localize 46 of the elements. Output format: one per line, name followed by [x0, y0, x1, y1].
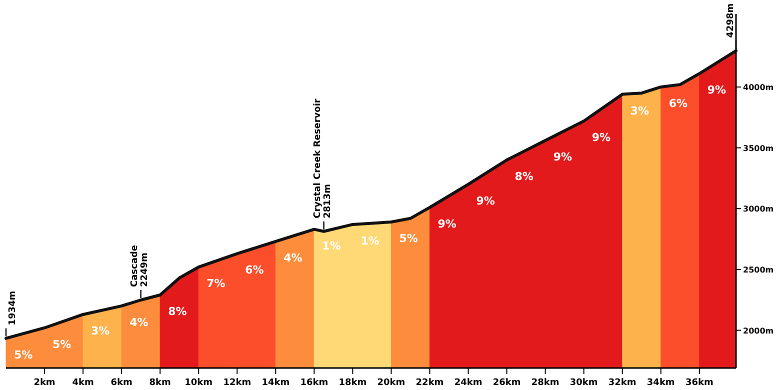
series-label: 4% [284, 251, 302, 264]
series-label: 9% [707, 84, 726, 97]
annotation: 1934m [8, 290, 18, 326]
x-tick-label: 34km [646, 378, 675, 388]
x-tick-label: 10km [184, 378, 213, 388]
y-tick-label: 2000m [743, 326, 774, 336]
x-tick-label: 6km [110, 378, 132, 388]
series-label: 9% [592, 131, 611, 144]
annotation: Cascade 2249m [130, 245, 150, 287]
x-tick-label: 32km [608, 378, 636, 388]
y-tick-label: 4000m [743, 82, 774, 92]
x-tick-label: 20km [377, 378, 406, 388]
x-tick-label: 36km [685, 378, 714, 388]
series-label: 9% [438, 217, 456, 230]
series-label: 5% [399, 232, 418, 246]
x-tick-label: 2km [34, 378, 56, 388]
x-tick-label: 22km [416, 378, 444, 388]
series-label: 9% [553, 150, 572, 164]
annotation: Crystal Creek Reservoir 2813m [312, 98, 333, 218]
x-tick-label: 16km [300, 378, 328, 388]
series-label: 9% [476, 194, 495, 208]
series-label: 3% [91, 324, 110, 338]
x-tick-label: 8km [149, 378, 171, 388]
series-label: 4% [130, 316, 148, 329]
annotation: 4298m [726, 3, 736, 38]
series-label: 6% [668, 96, 688, 110]
y-tick-label: 3500m [743, 144, 774, 153]
series-label: 6% [245, 264, 264, 277]
y-tick-label: 3000m [743, 204, 774, 214]
x-tick-label: 18km [338, 378, 367, 388]
series-label: 5% [14, 348, 33, 362]
x-tick-label: 26km [492, 378, 521, 388]
x-tick-label: 12km [223, 378, 252, 388]
x-tick-label: 4km [72, 378, 94, 388]
series-label: 7% [206, 277, 226, 290]
x-tick-label: 14km [262, 378, 290, 388]
series-label: 8% [168, 305, 187, 318]
series-label: 8% [514, 170, 534, 183]
x-tick-label: 24km [454, 378, 482, 388]
series-label: 1% [322, 239, 341, 252]
series-label: 1% [360, 234, 380, 248]
x-tick-label: 30km [570, 378, 598, 388]
series-label: 5% [52, 338, 72, 351]
x-tick-label: 28km [531, 378, 560, 388]
series-label: 3% [630, 104, 650, 118]
y-tick-label: 2500m [743, 265, 774, 274]
